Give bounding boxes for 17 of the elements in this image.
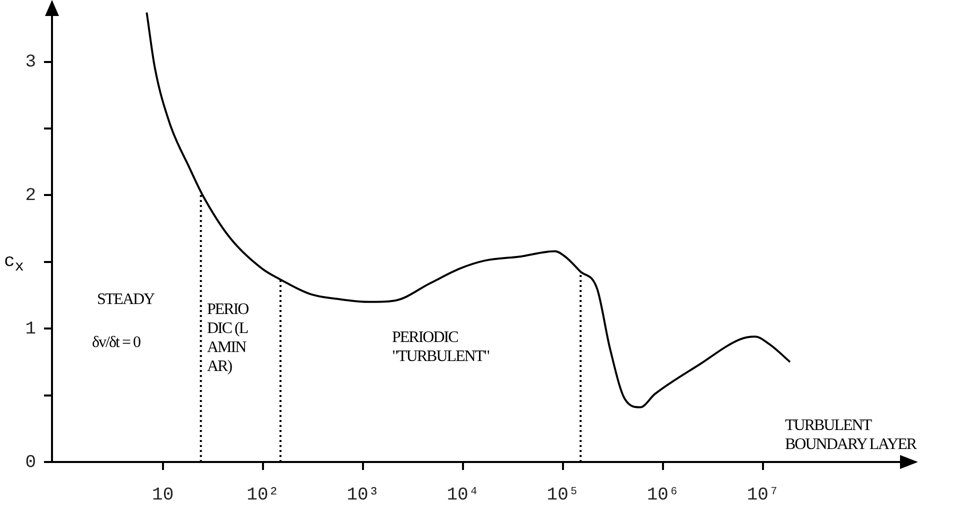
x-tick-label: 10⁶ [646, 486, 680, 506]
y-tick-label: 0 [25, 452, 36, 473]
y-tick-label: 1 [25, 319, 36, 340]
y-axis-title: c$_{x}$ [4, 252, 24, 276]
annotation: PERIODIC "TURBULENT" [392, 328, 490, 366]
x-tick-label: 10 [152, 486, 174, 506]
annotation: δv/δt = 0 [92, 333, 142, 352]
annotation: PERIODIC (LAMINAR) [207, 300, 250, 376]
x-tick-label: 10⁷ [746, 486, 780, 506]
annotation: STEADY [97, 290, 156, 309]
annotation: TURBULENT BOUNDARY LAYER [785, 416, 950, 454]
x-tick-label: 10⁵ [546, 486, 580, 506]
x-tick-label: 10⁴ [446, 486, 480, 506]
y-tick-label: 2 [25, 186, 36, 206]
y-tick-label: 3 [25, 52, 36, 73]
x-tick-label: 10³ [346, 486, 380, 506]
x-tick-label: 10² [246, 486, 280, 506]
